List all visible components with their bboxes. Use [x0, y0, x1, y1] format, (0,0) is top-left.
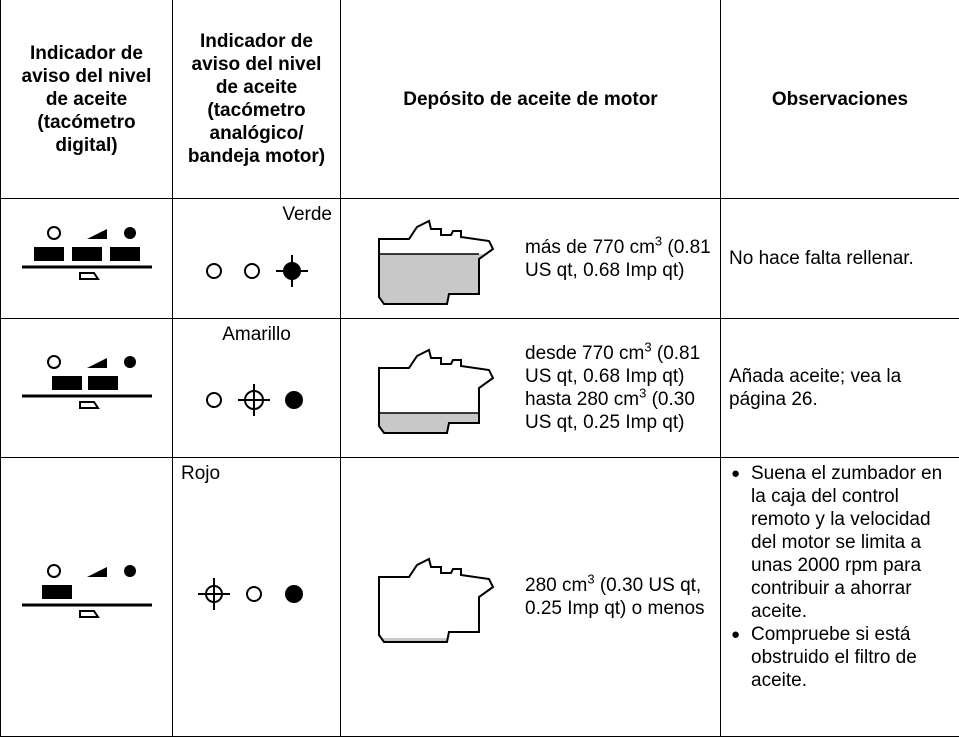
level-text: desde 770 cm3 (0.81 US qt, 0.68 Imp qt) …: [519, 339, 712, 434]
tank-icon: [378, 219, 495, 305]
analog-indicator: Amarillo: [172, 318, 341, 458]
tank-cell: más de 770 cm3 (0.81 US qt, 0.68 Imp qt): [340, 198, 721, 320]
level-text: más de 770 cm3 (0.81 US qt, 0.68 Imp qt): [519, 233, 712, 282]
digital-icon: [21, 355, 152, 410]
tank-icon: [378, 348, 495, 435]
digital-indicator: [0, 198, 173, 320]
color-label: Amarillo: [222, 324, 291, 346]
remarks: Suena el zumbador en la caja del control…: [720, 456, 959, 738]
text: desde 770 cm: [525, 343, 645, 365]
text: 280 cm: [525, 574, 588, 596]
header-cell: Indicador de aviso del nivel de aceite (…: [172, 0, 341, 200]
sup: 3: [654, 233, 663, 249]
digital-icon: [21, 563, 152, 618]
lamp-icons: [205, 254, 308, 287]
text: (0.81 US qt, 0.68 Imp qt) hasta 280 cm: [525, 343, 701, 411]
color-label: Rojo: [181, 462, 221, 484]
header-cell: Observaciones: [720, 0, 959, 200]
header-row: Indicador de aviso del nivel de aceite (…: [0, 0, 959, 200]
tank-cell: 280 cm3 (0.30 US qt, 0.25 Imp qt) o meno…: [340, 456, 721, 738]
row: Amarillo desde 770 cm3 (0.81 US qt, 0.68…: [0, 318, 959, 458]
text: (0.30 US qt, 0.25 Imp qt): [525, 389, 695, 434]
tank-cell: desde 770 cm3 (0.81 US qt, 0.68 Imp qt) …: [340, 318, 721, 458]
sup: 3: [587, 571, 595, 587]
digital-icon: [21, 225, 152, 280]
tank-icon: [378, 557, 495, 643]
remarks-list: Suena el zumbador en la caja del control…: [729, 462, 951, 692]
analog-indicator: Verde: [172, 198, 341, 320]
color-label: Verde: [282, 204, 332, 226]
level-text: 280 cm3 (0.30 US qt, 0.25 Imp qt) o meno…: [519, 571, 712, 620]
remark: Suena el zumbador en la caja del control…: [731, 462, 951, 623]
remark: Compruebe si está obstruido el filtro de…: [731, 623, 951, 692]
row: Verde más de 770 cm3 (0.81 US qt, 0.68 I…: [0, 198, 959, 320]
lamp-icons: [197, 577, 303, 610]
text: (0.81 US qt, 0.68 Imp qt): [525, 236, 711, 281]
sup: 3: [644, 339, 652, 355]
text: más de 770 cm: [525, 236, 655, 258]
analog-indicator: Rojo: [172, 456, 341, 738]
lamp-icons: [205, 384, 303, 417]
digital-indicator: [0, 456, 173, 738]
sup: 3: [639, 385, 647, 401]
header-cell: Depósito de aceite de motor: [340, 0, 721, 200]
text: (0.30 US qt, 0.25 Imp qt) o menos: [525, 574, 705, 619]
row: Rojo 280 cm3 (0.30 US qt, 0.25 Imp qt) o…: [0, 456, 959, 738]
digital-indicator: [0, 318, 173, 458]
remarks: No hace falta rellenar.: [720, 198, 959, 320]
header-cell: Indicador de aviso del nivel de aceite (…: [0, 0, 173, 200]
remarks: Añada aceite; vea la página 26.: [720, 318, 959, 458]
